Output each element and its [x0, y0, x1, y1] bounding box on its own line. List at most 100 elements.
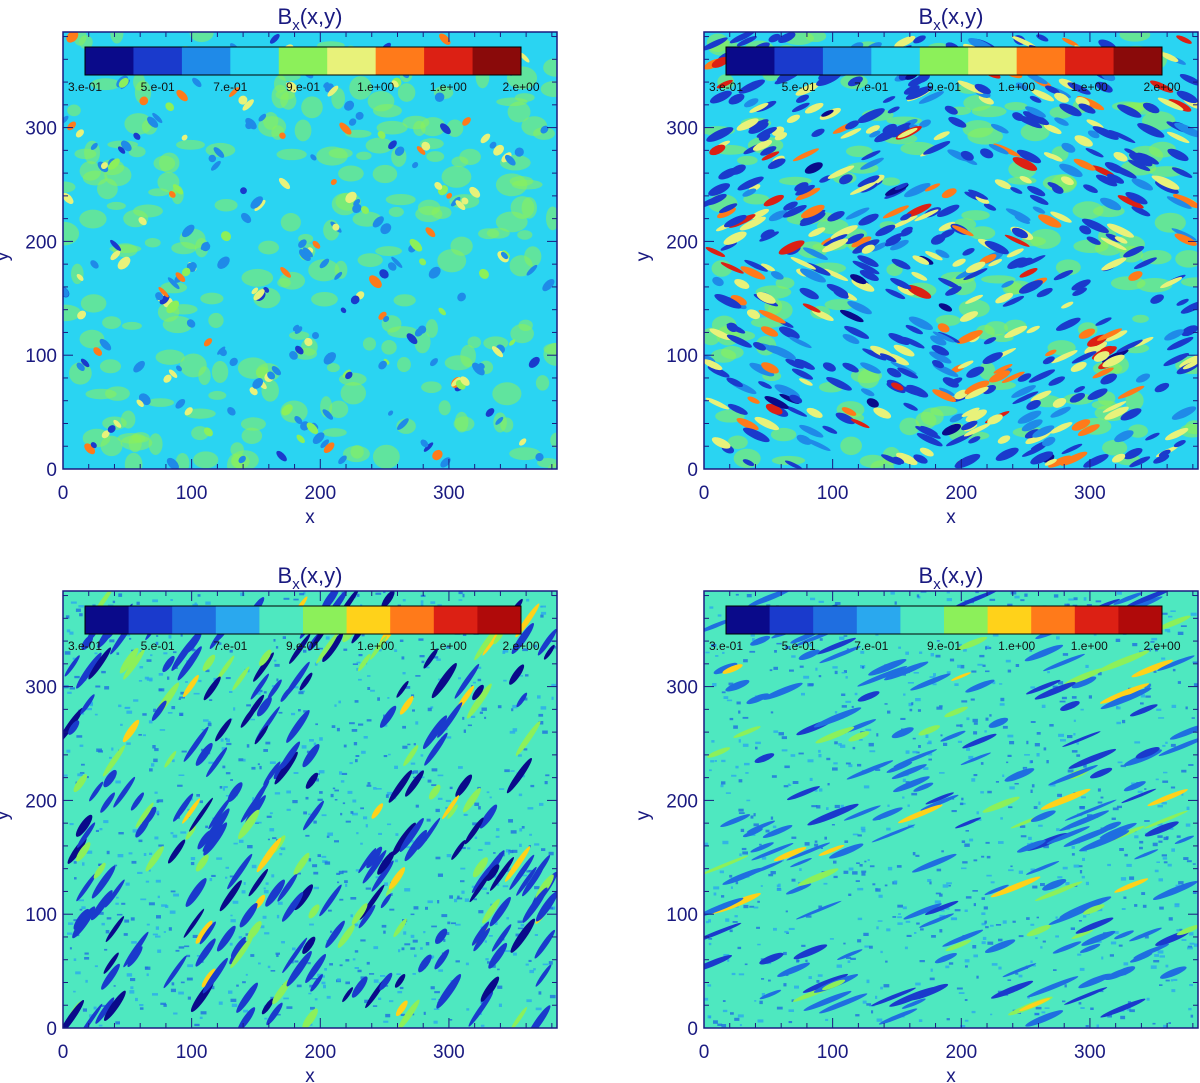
- heatmap-field: [704, 591, 1198, 1028]
- colorbar-label: 5.e-01: [782, 80, 816, 94]
- colorbar-label: 1.e+00: [1071, 639, 1108, 653]
- axes: 0 100 200 300 0 100 200 300: [666, 32, 1198, 504]
- x-tick-label: 300: [433, 1042, 465, 1063]
- x-axis-label: x: [305, 507, 315, 528]
- colorbar-label: 2.e+00: [1143, 80, 1180, 94]
- y-tick-label: 200: [25, 791, 57, 812]
- x-tick-label: 100: [817, 483, 849, 504]
- y-tick-label: 0: [687, 1019, 698, 1040]
- colorbar: 3.e-01 5.e-01 7.e-01 9.e-01 1.e+00 1.e+00 2.e+…: [68, 46, 540, 94]
- colorbar-label: 5.e-01: [141, 639, 175, 653]
- colorbar-frame: [84, 46, 522, 76]
- colorbar: 3.e-01 5.e-01 7.e-01 9.e-01 1.e+00 1.e+00 2.e+…: [709, 605, 1181, 653]
- colorbar-label: 5.e-01: [141, 80, 175, 94]
- colorbar-label: 3.e-01: [709, 80, 743, 94]
- plot-frame: [703, 590, 1199, 1029]
- colorbar-label: 3.e-01: [68, 80, 102, 94]
- colorbar-label: 2.e+00: [1143, 639, 1180, 653]
- y-axis-label: y: [0, 810, 13, 820]
- colorbar-label: 1.e+00: [998, 80, 1035, 94]
- colorbar-label: 1.e+00: [357, 80, 394, 94]
- colorbar-swatch: [85, 47, 134, 75]
- colorbar-swatch: [128, 606, 173, 634]
- colorbar-label: 1.e+00: [1071, 80, 1108, 94]
- x-tick-label: 100: [817, 1042, 849, 1063]
- colorbar-swatch: [133, 47, 183, 75]
- x-tick-label: 100: [176, 483, 208, 504]
- heatmap-field: [63, 591, 557, 1028]
- colorbar-swatch: [726, 47, 775, 75]
- colorbar-swatch: [774, 47, 824, 75]
- colorbar-swatch: [181, 47, 231, 75]
- colorbar-swatch: [1074, 606, 1119, 634]
- colorbar-swatch: [346, 606, 391, 634]
- heatmap-field: [704, 32, 1198, 469]
- colorbar-label: 3.e-01: [709, 639, 743, 653]
- colorbar-label: 1.e+00: [357, 639, 394, 653]
- x-tick-label: 300: [1074, 1042, 1106, 1063]
- axes: 0 100 200 300 0 100 200 300: [666, 591, 1198, 1063]
- x-axis-label: x: [946, 507, 956, 528]
- y-tick-label: 100: [25, 346, 57, 367]
- colorbar-label: 1.e+00: [430, 639, 467, 653]
- panels-group: 3.e-01 5.e-01 7.e-01 9.e-01 1.e+00 1.e+00 2.e+…: [0, 4, 1199, 1083]
- colorbar-swatch: [375, 47, 425, 75]
- chart-title: Bx(x,y): [919, 563, 984, 593]
- colorbar-label: 9.e-01: [927, 80, 961, 94]
- plot-frame: [703, 31, 1199, 470]
- colorbar-swatch: [813, 606, 858, 634]
- colorbar-swatch: [726, 606, 771, 634]
- colorbar-swatch: [919, 47, 969, 75]
- colorbar-swatch: [1065, 47, 1115, 75]
- y-tick-label: 300: [666, 119, 698, 140]
- y-tick-label: 200: [666, 232, 698, 253]
- y-axis-label: y: [0, 251, 13, 261]
- colorbar-label: 7.e-01: [213, 639, 247, 653]
- heatmap-panel-3: 3.e-01 5.e-01 7.e-01 9.e-01 1.e+00 1.e+00 2.e+…: [0, 563, 558, 1083]
- axes: 0 100 200 300 0 100 200 300: [25, 591, 557, 1063]
- y-tick-label: 300: [25, 119, 57, 140]
- colorbar-swatch: [871, 47, 921, 75]
- x-tick-label: 200: [304, 483, 336, 504]
- colorbar-label: 9.e-01: [286, 639, 320, 653]
- x-tick-label: 200: [304, 1042, 336, 1063]
- chart-title: Bx(x,y): [278, 563, 343, 593]
- colorbar-swatch: [172, 606, 217, 634]
- colorbar-swatch: [856, 606, 901, 634]
- colorbar-swatch: [900, 606, 945, 634]
- y-tick-label: 200: [25, 232, 57, 253]
- colorbar-swatch: [1118, 606, 1163, 634]
- y-tick-label: 100: [666, 346, 698, 367]
- heatmap-panel-2: 3.e-01 5.e-01 7.e-01 9.e-01 1.e+00 1.e+00 2.e+…: [633, 4, 1199, 528]
- x-tick-label: 300: [433, 483, 465, 504]
- plot-frame: [62, 31, 558, 470]
- colorbar-swatch: [944, 606, 989, 634]
- heatmap-panel-4: 3.e-01 5.e-01 7.e-01 9.e-01 1.e+00 1.e+00 2.e+…: [633, 563, 1199, 1083]
- y-tick-label: 100: [25, 905, 57, 926]
- colorbar: 3.e-01 5.e-01 7.e-01 9.e-01 1.e+00 1.e+00 2.e+…: [709, 46, 1181, 94]
- colorbar-swatch: [215, 606, 260, 634]
- colorbar: 3.e-01 5.e-01 7.e-01 9.e-01 1.e+00 1.e+00 2.e+…: [68, 605, 540, 653]
- x-tick-label: 0: [699, 1042, 710, 1063]
- x-tick-label: 0: [58, 1042, 69, 1063]
- colorbar-swatch: [968, 47, 1018, 75]
- y-axis-label: y: [633, 251, 654, 261]
- colorbar-label: 7.e-01: [854, 80, 888, 94]
- y-axis-label: y: [633, 810, 654, 820]
- colorbar-frame: [725, 605, 1163, 635]
- colorbar-label: 9.e-01: [927, 639, 961, 653]
- colorbar-label: 7.e-01: [854, 639, 888, 653]
- x-tick-label: 200: [945, 483, 977, 504]
- colorbar-label: 9.e-01: [286, 80, 320, 94]
- colorbar-swatch: [822, 47, 872, 75]
- y-tick-label: 0: [46, 460, 57, 481]
- colorbar-label: 3.e-01: [68, 639, 102, 653]
- plot-frame: [62, 590, 558, 1029]
- colorbar-label: 2.e+00: [502, 639, 539, 653]
- colorbar-swatch: [433, 606, 478, 634]
- colorbar-swatch: [390, 606, 435, 634]
- colorbar-label: 7.e-01: [213, 80, 247, 94]
- heatmap-panel-1: 3.e-01 5.e-01 7.e-01 9.e-01 1.e+00 1.e+00 2.e+…: [0, 4, 558, 528]
- colorbar-label: 1.e+00: [430, 80, 467, 94]
